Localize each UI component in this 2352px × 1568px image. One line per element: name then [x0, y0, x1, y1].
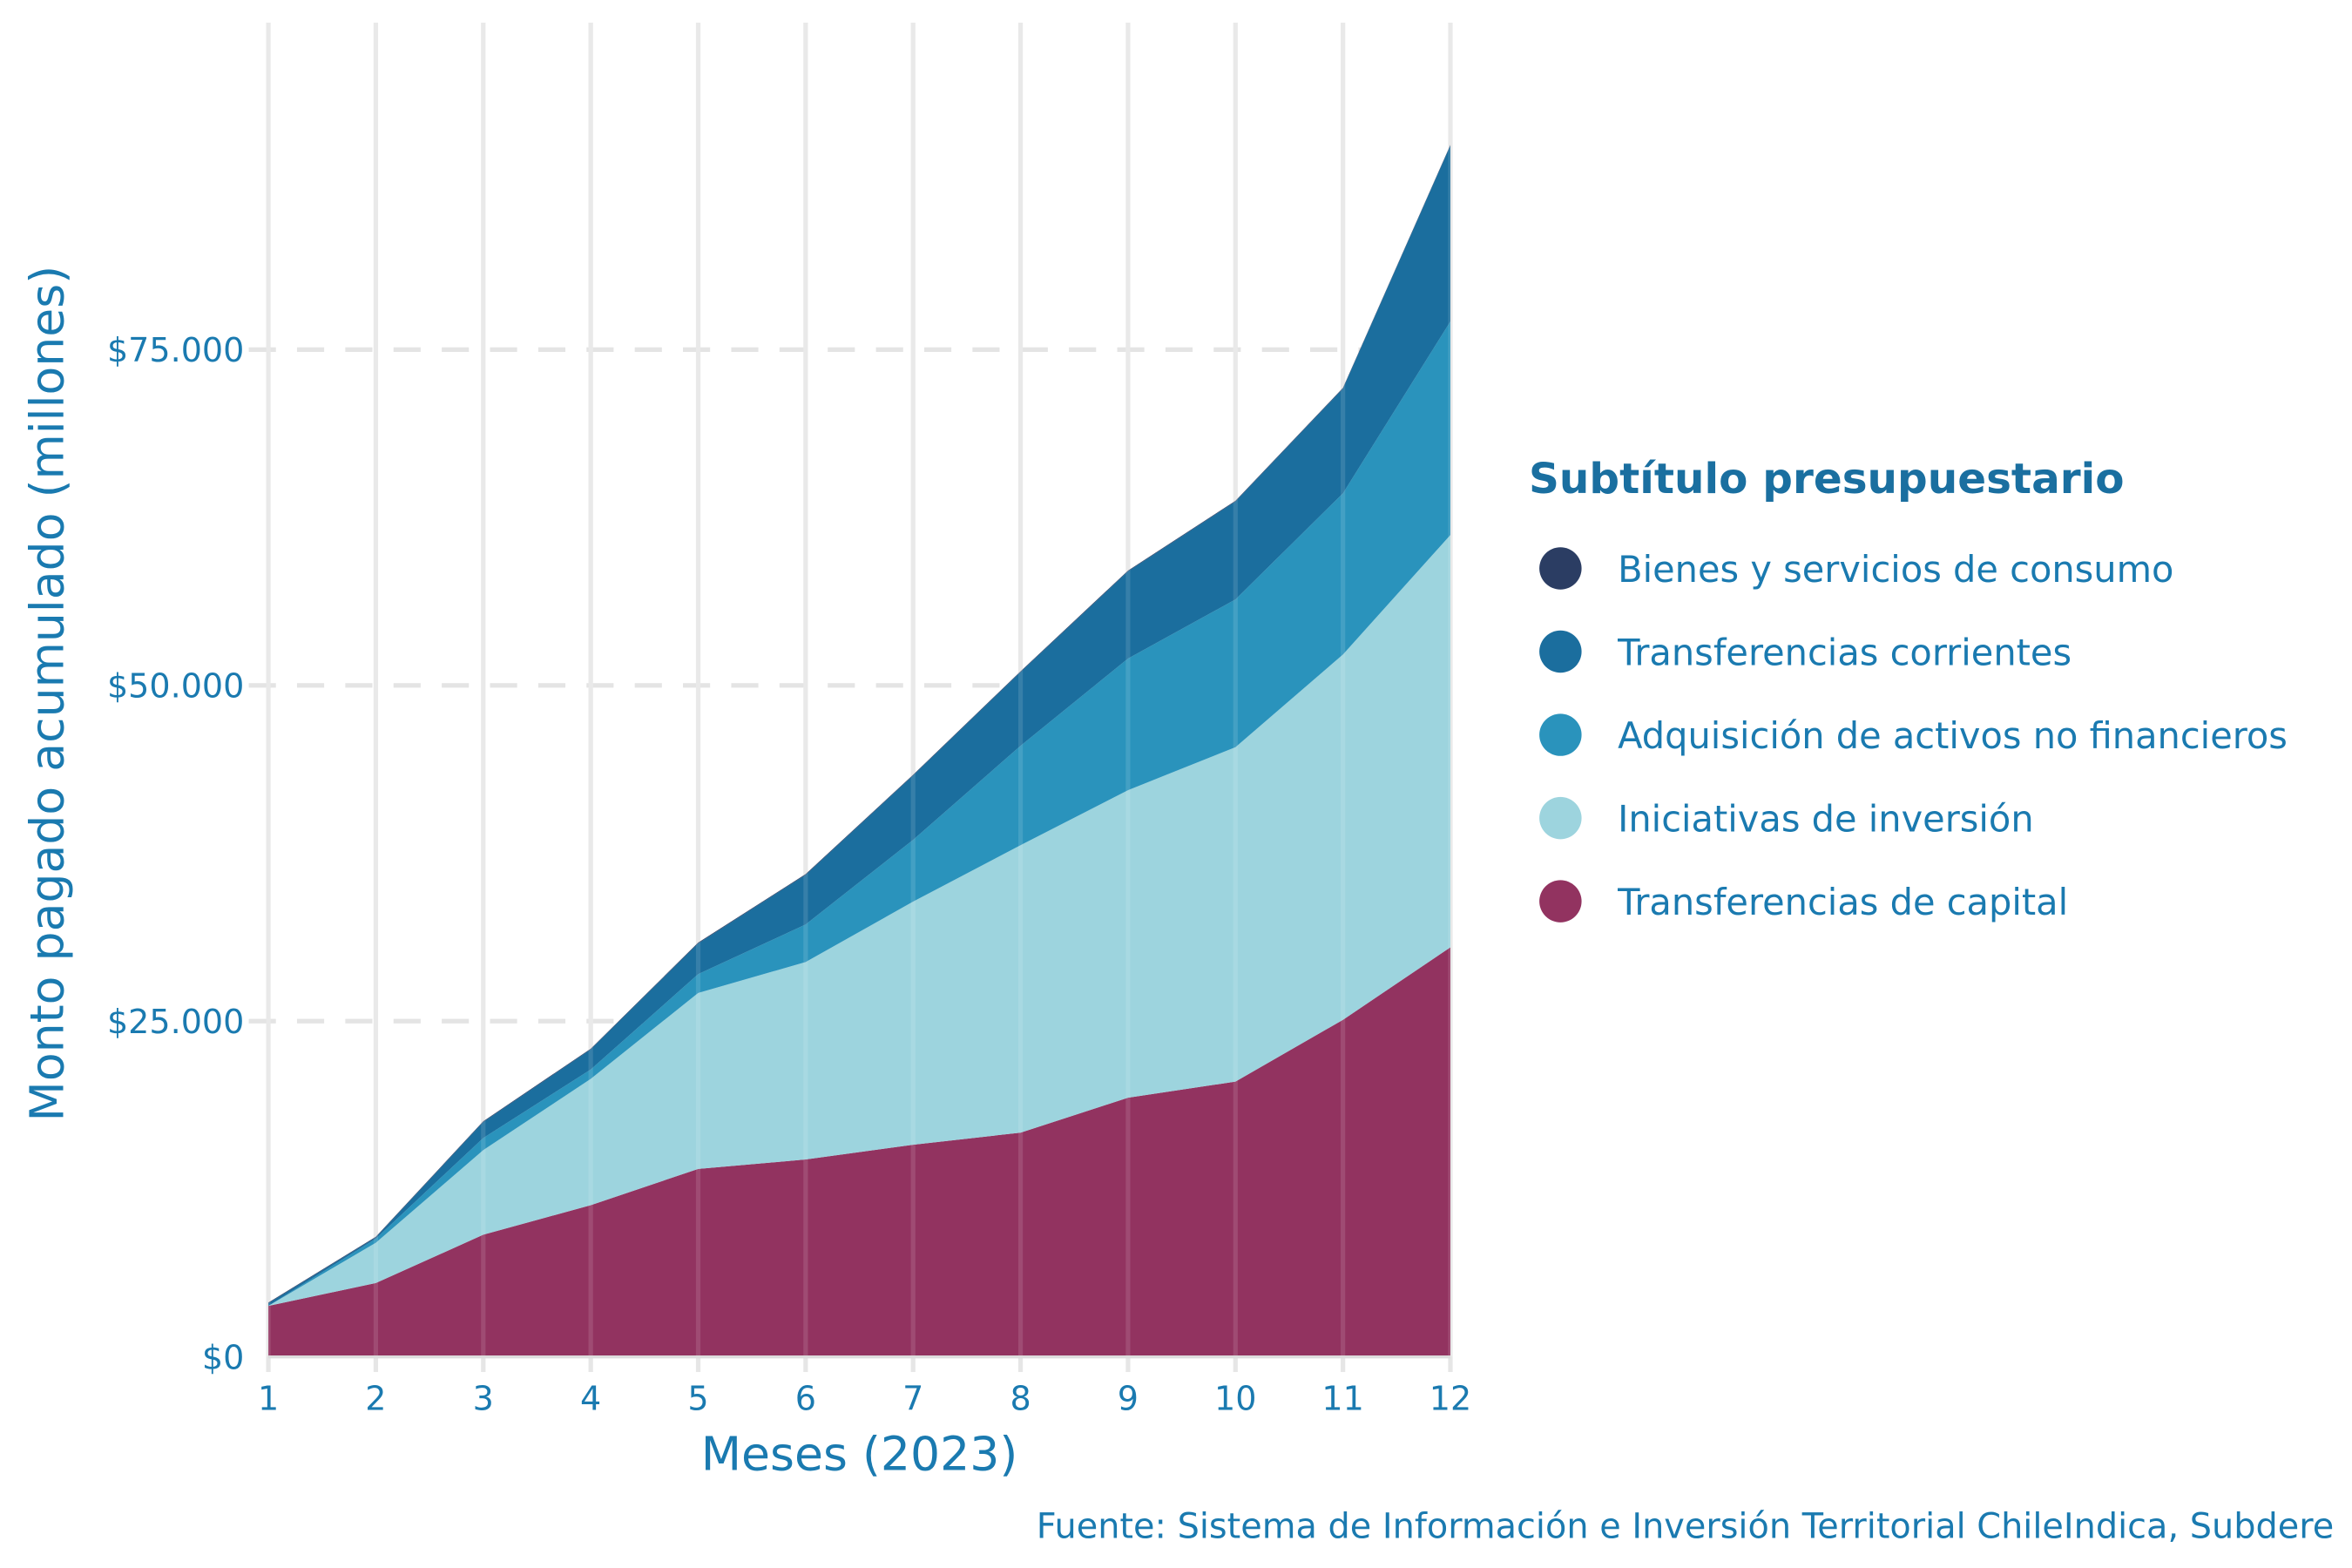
x-ticks: 1 2 3 4 5 6 7 8 9 10 11 12 [258, 1379, 1471, 1417]
x-tick-label: 9 [1118, 1379, 1139, 1417]
legend-label: Transferencias corrientes [1617, 632, 2072, 674]
y-tick-label: $75.000 [107, 331, 244, 369]
legend-label: Iniciativas de inversión [1618, 798, 2034, 841]
legend-swatch [1539, 880, 1582, 923]
legend-swatch [1539, 796, 1582, 840]
legend-label: Bienes y servicios de consumo [1618, 548, 2173, 591]
x-tick-label: 8 [1010, 1379, 1031, 1417]
x-tick-label: 6 [795, 1379, 816, 1417]
area-iniciativas-de-inversi-n [268, 535, 1451, 1307]
x-tick-label: 4 [580, 1379, 601, 1417]
y-tick-label: $25.000 [107, 1003, 244, 1041]
areas [268, 145, 1451, 1357]
x-tick-label: 5 [687, 1379, 708, 1417]
x-tick-label: 11 [1321, 1379, 1363, 1417]
vertical-grid-overlay [266, 22, 1453, 1357]
legend-title: Subtítulo presupuestario [1529, 455, 2125, 504]
y-tick-label: $0 [202, 1339, 244, 1377]
legend-swatch [1539, 630, 1582, 673]
x-axis-title: Meses (2023) [701, 1427, 1018, 1482]
x-tick-label: 12 [1429, 1379, 1471, 1417]
legend-swatch [1539, 713, 1582, 756]
x-tick-label: 3 [473, 1379, 494, 1417]
x-tick-label: 1 [258, 1379, 279, 1417]
y-tick-label: $50.000 [107, 667, 244, 706]
x-tick-label: 7 [902, 1379, 923, 1417]
legend-label: Adquisición de activos no financieros [1618, 714, 2288, 757]
y-ticks: $0 $25.000 $50.000 $75.000 [107, 331, 244, 1376]
legend: Bienes y servicios de consumo Transferenc… [1539, 547, 2288, 923]
x-tick-label: 10 [1214, 1379, 1256, 1417]
legend-swatch [1539, 547, 1582, 590]
source-note: Fuente: Sistema de Información e Inversi… [1037, 1506, 2334, 1546]
x-tick-label: 2 [365, 1379, 386, 1417]
y-axis-title: Monto pagado acumulado (millones) [20, 266, 75, 1122]
legend-label: Transferencias de capital [1617, 881, 2068, 923]
